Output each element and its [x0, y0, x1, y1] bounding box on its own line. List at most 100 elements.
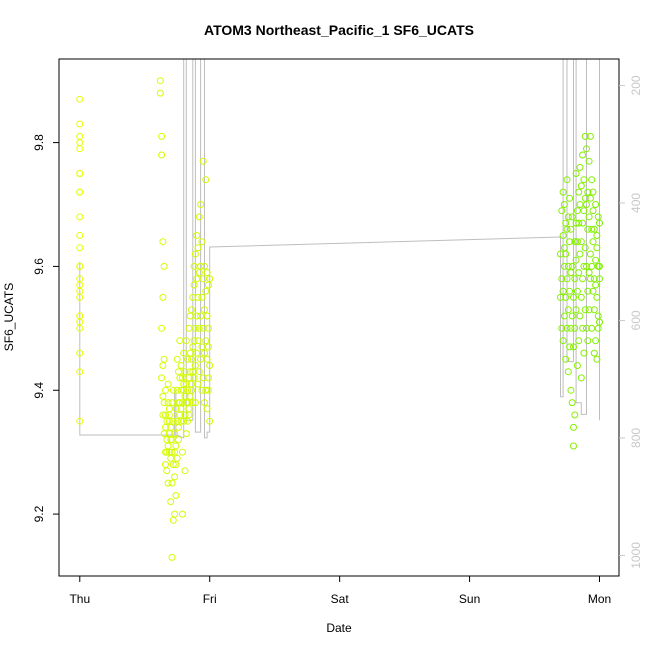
data-point	[175, 436, 182, 444]
data-point	[181, 368, 189, 376]
data-point	[191, 324, 199, 332]
data-point	[584, 287, 592, 295]
data-point	[195, 269, 203, 277]
data-point	[562, 219, 570, 227]
data-point	[558, 275, 566, 283]
data-point	[571, 275, 579, 283]
x-tick-label: Sat	[331, 592, 350, 606]
data-point	[195, 368, 203, 376]
data-point	[596, 262, 603, 270]
data-point	[203, 312, 211, 320]
data-point	[199, 374, 207, 382]
data-point	[204, 386, 212, 394]
data-point	[580, 176, 588, 184]
data-point	[76, 275, 84, 283]
data-point	[168, 479, 176, 487]
data-point	[193, 275, 201, 283]
data-point	[188, 306, 195, 314]
data-point	[76, 368, 84, 376]
data-point	[197, 201, 205, 208]
data-point	[175, 423, 182, 431]
data-point	[173, 454, 181, 462]
data-point	[190, 262, 198, 270]
right-axis: 200 400 600 800 1000	[619, 75, 643, 569]
data-point	[577, 238, 585, 246]
data-point	[201, 262, 208, 270]
data-point	[559, 337, 567, 345]
data-point	[202, 337, 210, 345]
y-axis-label: SF6_UCATS	[2, 283, 16, 351]
data-point	[586, 194, 594, 202]
data-point	[575, 337, 583, 345]
data-point	[592, 281, 600, 289]
data-point	[204, 281, 212, 289]
data-point	[204, 324, 212, 332]
data-point	[579, 324, 587, 332]
x-tick-label: Mon	[588, 592, 611, 606]
data-point	[190, 281, 198, 289]
data-point	[168, 553, 176, 561]
data-point	[592, 256, 600, 264]
data-point	[76, 312, 84, 320]
data-point	[588, 176, 596, 184]
data-point	[171, 473, 179, 481]
data-point	[165, 405, 173, 413]
data-point	[195, 324, 203, 332]
y-tick-label: 9.6	[32, 258, 46, 275]
data-point	[570, 293, 577, 301]
data-point	[563, 225, 571, 233]
data-point	[573, 238, 581, 246]
data-point	[572, 306, 580, 314]
data-point	[191, 399, 199, 407]
x-tick-label: Sun	[459, 592, 480, 606]
data-point	[184, 355, 192, 363]
data-point	[158, 374, 166, 382]
data-point	[589, 188, 597, 196]
data-point	[567, 386, 575, 394]
data-point	[571, 411, 579, 419]
data-point	[577, 374, 585, 382]
data-point	[588, 225, 596, 233]
data-point	[167, 454, 175, 462]
data-point	[564, 262, 572, 270]
data-point	[576, 163, 584, 171]
data-point	[76, 262, 84, 270]
data-point	[596, 318, 603, 326]
data-point	[158, 324, 166, 332]
data-point	[579, 275, 587, 283]
data-point	[568, 399, 576, 407]
data-point	[563, 324, 571, 332]
data-point	[188, 386, 195, 394]
data-point	[576, 201, 584, 208]
data-point	[575, 269, 583, 277]
data-point	[167, 423, 175, 431]
data-point	[184, 417, 192, 425]
data-point	[191, 250, 199, 258]
data-point	[593, 232, 601, 239]
data-point	[593, 293, 601, 301]
data-point	[573, 287, 581, 295]
data-point	[180, 380, 188, 388]
data-point	[590, 306, 598, 314]
data-point	[193, 312, 201, 320]
data-point	[181, 467, 189, 475]
data-point	[76, 213, 84, 221]
data-point	[589, 238, 597, 246]
data-point	[589, 287, 597, 295]
data-point	[203, 269, 211, 277]
data-point	[596, 219, 603, 227]
data-point	[182, 430, 190, 438]
data-point	[178, 448, 186, 456]
data-point	[165, 411, 173, 419]
chart-title: ATOM3 Northeast_Pacific_1 SF6_UCATS	[204, 22, 474, 38]
data-point	[199, 157, 207, 165]
data-point	[585, 306, 593, 314]
altitude-layer	[79, 58, 600, 439]
data-point	[164, 442, 172, 450]
data-point	[581, 244, 589, 252]
data-point	[206, 417, 214, 425]
data-point	[162, 461, 169, 469]
data-point	[558, 324, 566, 332]
data-point	[563, 176, 571, 184]
